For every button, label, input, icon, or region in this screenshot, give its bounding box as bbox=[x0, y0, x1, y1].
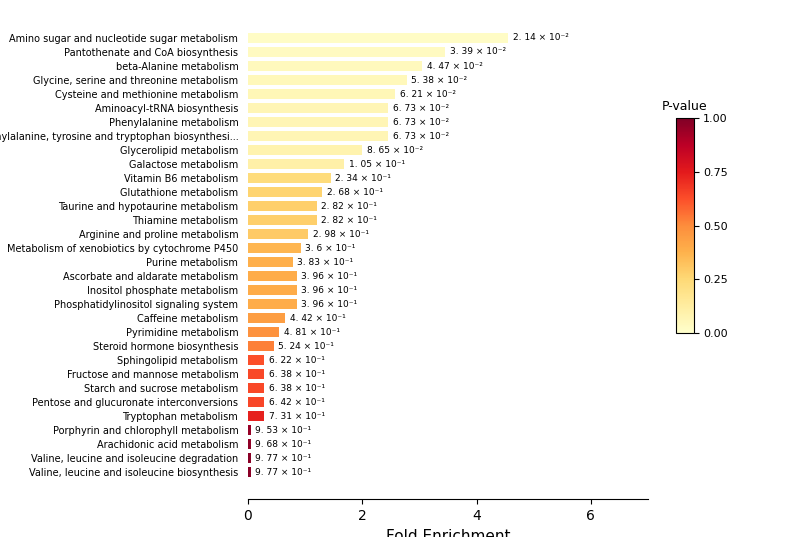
Text: 2. 68 × 10⁻¹: 2. 68 × 10⁻¹ bbox=[327, 187, 383, 197]
Bar bbox=[248, 299, 297, 309]
Text: 4. 81 × 10⁻¹: 4. 81 × 10⁻¹ bbox=[284, 328, 340, 337]
Text: 3. 96 × 10⁻¹: 3. 96 × 10⁻¹ bbox=[301, 286, 358, 295]
Bar bbox=[248, 313, 285, 323]
Text: 6. 22 × 10⁻¹: 6. 22 × 10⁻¹ bbox=[269, 355, 325, 365]
Text: 6. 38 × 10⁻¹: 6. 38 × 10⁻¹ bbox=[269, 369, 325, 379]
Text: 3. 96 × 10⁻¹: 3. 96 × 10⁻¹ bbox=[301, 300, 358, 309]
Bar bbox=[248, 33, 508, 43]
Text: 5. 24 × 10⁻¹: 5. 24 × 10⁻¹ bbox=[278, 342, 334, 351]
Text: 1. 05 × 10⁻¹: 1. 05 × 10⁻¹ bbox=[349, 159, 405, 169]
Bar bbox=[248, 117, 388, 127]
Bar bbox=[248, 131, 388, 141]
Bar bbox=[248, 425, 251, 435]
Bar bbox=[248, 257, 293, 267]
Bar bbox=[248, 75, 407, 85]
Bar bbox=[248, 159, 344, 169]
Text: 8. 65 × 10⁻²: 8. 65 × 10⁻² bbox=[367, 146, 423, 155]
Text: 2. 14 × 10⁻²: 2. 14 × 10⁻² bbox=[513, 33, 569, 42]
Text: 2. 82 × 10⁻¹: 2. 82 × 10⁻¹ bbox=[321, 201, 377, 211]
X-axis label: Fold Enrichment: Fold Enrichment bbox=[386, 529, 510, 537]
Bar bbox=[248, 453, 251, 463]
Text: 6. 21 × 10⁻²: 6. 21 × 10⁻² bbox=[400, 90, 456, 98]
Bar bbox=[248, 47, 445, 57]
Text: 7. 31 × 10⁻¹: 7. 31 × 10⁻¹ bbox=[269, 412, 325, 420]
Text: 3. 96 × 10⁻¹: 3. 96 × 10⁻¹ bbox=[301, 272, 358, 281]
Text: 2. 98 × 10⁻¹: 2. 98 × 10⁻¹ bbox=[313, 229, 369, 238]
Bar bbox=[248, 439, 251, 449]
Text: 4. 42 × 10⁻¹: 4. 42 × 10⁻¹ bbox=[290, 314, 346, 323]
Text: 3. 39 × 10⁻²: 3. 39 × 10⁻² bbox=[450, 47, 506, 56]
Text: 4. 47 × 10⁻²: 4. 47 × 10⁻² bbox=[427, 62, 482, 70]
Bar bbox=[248, 327, 279, 337]
Bar bbox=[248, 397, 264, 407]
Title: P-value: P-value bbox=[662, 100, 708, 113]
Bar bbox=[248, 61, 422, 71]
Text: 6. 73 × 10⁻²: 6. 73 × 10⁻² bbox=[393, 104, 449, 113]
Text: 6. 73 × 10⁻²: 6. 73 × 10⁻² bbox=[393, 118, 449, 127]
Bar bbox=[248, 89, 395, 99]
Bar bbox=[248, 467, 251, 477]
Text: 2. 82 × 10⁻¹: 2. 82 × 10⁻¹ bbox=[321, 215, 377, 224]
Bar bbox=[248, 341, 274, 351]
Bar bbox=[248, 103, 388, 113]
Bar bbox=[248, 201, 317, 211]
Text: 6. 38 × 10⁻¹: 6. 38 × 10⁻¹ bbox=[269, 383, 325, 393]
Bar bbox=[248, 145, 362, 155]
Bar bbox=[248, 369, 264, 379]
Bar bbox=[248, 383, 264, 393]
Bar bbox=[248, 355, 264, 365]
Text: 9. 77 × 10⁻¹: 9. 77 × 10⁻¹ bbox=[255, 468, 311, 477]
Text: 6. 42 × 10⁻¹: 6. 42 × 10⁻¹ bbox=[269, 397, 325, 407]
Bar bbox=[248, 411, 264, 421]
Bar bbox=[248, 229, 308, 239]
Text: 5. 38 × 10⁻²: 5. 38 × 10⁻² bbox=[411, 76, 467, 84]
Text: 2. 34 × 10⁻¹: 2. 34 × 10⁻¹ bbox=[335, 173, 391, 183]
Text: 3. 6 × 10⁻¹: 3. 6 × 10⁻¹ bbox=[305, 244, 355, 252]
Bar bbox=[248, 173, 331, 183]
Bar bbox=[248, 215, 317, 225]
Bar bbox=[248, 243, 301, 253]
Text: 6. 73 × 10⁻²: 6. 73 × 10⁻² bbox=[393, 132, 449, 141]
Bar bbox=[248, 285, 297, 295]
Bar bbox=[248, 271, 297, 281]
Text: 9. 68 × 10⁻¹: 9. 68 × 10⁻¹ bbox=[255, 440, 311, 448]
Text: 9. 53 × 10⁻¹: 9. 53 × 10⁻¹ bbox=[255, 426, 311, 434]
Text: 3. 83 × 10⁻¹: 3. 83 × 10⁻¹ bbox=[297, 258, 354, 266]
Text: 9. 77 × 10⁻¹: 9. 77 × 10⁻¹ bbox=[255, 454, 311, 463]
Bar bbox=[248, 187, 322, 197]
